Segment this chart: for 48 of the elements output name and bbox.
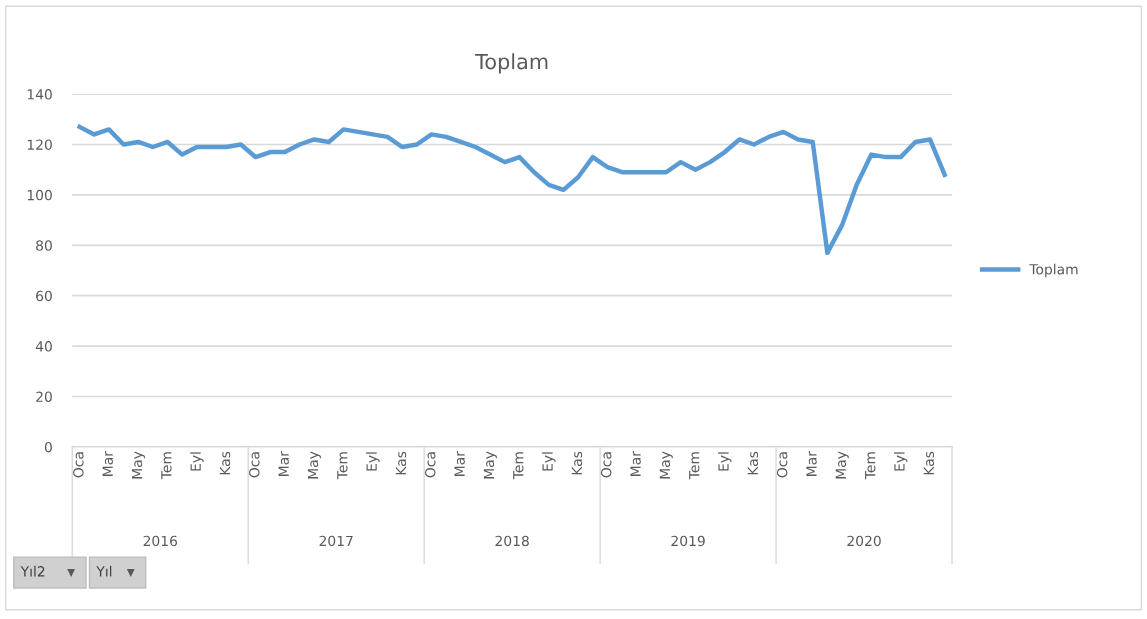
text: Yıl [96,565,112,577]
x-tick-label: May [835,451,849,479]
x-tick-label: Oca [249,452,260,478]
text: 2018 [495,535,529,547]
x-tick-label: May [483,451,497,479]
x-tick-label: Mar [454,451,465,476]
text: 2016 [143,535,178,547]
chart-title: Toplam [475,53,548,74]
x-tick-label: Eyl [893,452,908,471]
x-tick-label: Kas [923,451,935,475]
y-tick-label: 60 [36,290,52,302]
y-tick-label: 40 [35,341,52,352]
x-tick-label: Oca [73,452,84,478]
x-tick-label: Eyl [718,452,732,471]
x-tick-label: Eyl [366,452,380,471]
text: Yıl2 [20,565,45,577]
text: 2020 [847,535,881,547]
x-tick-label: Tem [689,452,700,480]
x-tick-label: Tem [337,452,348,480]
x-tick-label: May [307,451,321,479]
x-tick-label: Kas [219,451,231,475]
x-tick-label: Oca [425,452,436,478]
x-tick-label: Oca [776,452,788,478]
x-tick-label: Kas [747,451,759,475]
x-tick-label: Oca [600,452,612,478]
x-tick-label: Tem [513,452,524,480]
x-tick-label: Eyl [190,452,204,471]
y-tick-label: 20 [36,391,52,402]
x-tick-label: Tem [865,452,876,480]
y-tick-label: 120 [27,139,52,150]
y-tick-label: 0 [44,441,52,453]
x-tick-label: Eyl [542,452,556,471]
legend-label: Toplam [1029,263,1078,278]
y-tick-label: 100 [27,189,52,201]
y-tick-label: 80 [36,240,52,251]
x-tick-label: Tem [161,452,172,480]
text: 2019 [671,535,705,547]
x-tick-label: Mar [630,451,641,476]
text: 2017 [319,535,353,547]
x-tick-label: Mar [278,451,289,476]
x-tick-label: May [131,451,145,479]
x-tick-label: Kas [571,451,583,475]
x-tick-label: Mar [102,451,113,476]
line-series [77,124,947,256]
x-tick-label: Mar [806,451,817,476]
y-tick-label: 140 [27,89,52,100]
x-tick-label: Kas [395,451,407,475]
x-tick-label: May [659,451,673,479]
